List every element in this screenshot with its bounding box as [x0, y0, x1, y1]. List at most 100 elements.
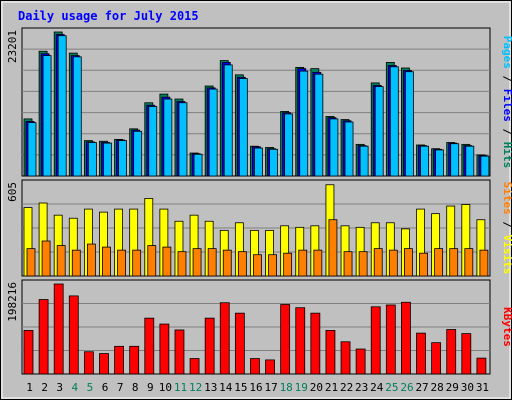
bar-pages-day-31 [480, 155, 490, 177]
x-tick-label-16: 16 [249, 381, 262, 394]
x-tick-label-4: 4 [72, 381, 79, 394]
chart-title: Daily usage for July 2015 [18, 9, 199, 23]
bar-pages-day-9 [148, 106, 158, 177]
x-axis-labels: 1 2 3 4 5 6 7 8 9 10 11 12 13 14 15 16 17 18 19 20 21 22 23 24 2… [26, 381, 489, 394]
bar-kbytes-day-2 [38, 299, 49, 375]
bar-sites-day-10 [162, 246, 172, 277]
bar-kbytes-day-26 [401, 301, 411, 375]
bar-kbytes-day-9 [144, 317, 155, 375]
bar-kbytes-day-23 [355, 348, 366, 375]
bar-sites-day-5 [86, 243, 96, 277]
x-tick-label-30: 30 [461, 381, 474, 394]
bar-kbytes-day-12 [189, 358, 200, 375]
bar-kbytes-day-14 [219, 302, 230, 375]
bar-sites-day-6 [102, 246, 111, 277]
x-tick-label-18: 18 [280, 381, 293, 394]
x-tick-label-22: 22 [340, 381, 353, 394]
bar-sites-day-25 [388, 249, 398, 277]
x-tick-label-13: 13 [204, 381, 217, 394]
bar-sites-day-24 [373, 248, 383, 277]
bar-pages-day-18 [284, 113, 294, 177]
bar-sites-day-7 [117, 249, 126, 277]
x-tick-label-31: 31 [476, 381, 489, 394]
bar-kbytes-day-30 [461, 333, 472, 375]
x-tick-label-20: 20 [310, 381, 323, 394]
panel-hits: 23201 [6, 27, 491, 177]
bar-kbytes-day-8 [129, 345, 140, 375]
legend-entry: Files [501, 89, 512, 122]
series-sites [26, 219, 489, 277]
bar-pages-day-8 [133, 130, 143, 177]
bar-sites-day-19 [298, 249, 308, 277]
bar-sites-day-30 [464, 248, 474, 277]
x-tick-label-15: 15 [234, 381, 247, 394]
bar-pages-day-6 [103, 142, 112, 177]
max-label-kbytes: 198216 [6, 282, 19, 322]
legend-entry: Hits [501, 142, 512, 169]
bar-sites-day-17 [268, 254, 277, 277]
bar-kbytes-day-15 [234, 312, 245, 375]
bar-pages-day-2 [42, 55, 52, 177]
bar-pages-day-24 [374, 86, 384, 177]
x-tick-label-5: 5 [87, 381, 94, 394]
bar-sites-day-22 [343, 251, 353, 277]
bar-sites-day-21 [328, 219, 338, 277]
bar-pages-day-22 [344, 121, 354, 177]
x-tick-label-3: 3 [56, 381, 63, 394]
bar-sites-day-11 [177, 251, 187, 277]
bar-pages-day-5 [87, 142, 97, 177]
bar-kbytes-day-19 [295, 307, 306, 375]
legend-entry: Visits [501, 235, 512, 275]
bar-sites-day-1 [26, 248, 36, 277]
bar-pages-day-10 [163, 98, 173, 177]
x-tick-label-1: 1 [26, 381, 33, 394]
bar-pages-day-28 [435, 149, 445, 177]
x-tick-label-14: 14 [219, 381, 233, 394]
legend-entry: / [501, 215, 512, 235]
bar-kbytes-day-22 [340, 341, 351, 375]
legend-hits: Pages / Files / Hits [501, 36, 512, 169]
legend-entry: / [501, 69, 512, 89]
legend-kbytes: KBytes [501, 307, 512, 347]
bar-pages-day-30 [465, 145, 475, 177]
x-tick-label-2: 2 [41, 381, 48, 394]
bar-kbytes-day-10 [159, 323, 170, 375]
x-tick-label-19: 19 [295, 381, 308, 394]
legend-entry: Pages [501, 36, 512, 69]
x-tick-label-8: 8 [132, 381, 139, 394]
bar-pages-day-21 [329, 118, 339, 177]
chart-panels: 23201 605 198216 Pages / Files / Hits Sites … [6, 27, 512, 375]
x-tick-label-17: 17 [264, 381, 277, 394]
x-tick-label-25: 25 [385, 381, 398, 394]
bar-sites-day-16 [253, 254, 262, 277]
x-tick-label-24: 24 [370, 381, 384, 394]
x-tick-label-11: 11 [174, 381, 187, 394]
bar-sites-day-28 [434, 248, 444, 277]
bar-pages-day-23 [359, 145, 369, 177]
bar-pages-day-19 [299, 70, 309, 177]
series-pages [27, 35, 490, 177]
series-kbytes [23, 283, 487, 375]
x-tick-label-7: 7 [117, 381, 124, 394]
bar-pages-day-7 [118, 140, 127, 177]
bar-pages-day-16 [254, 147, 263, 177]
bar-pages-day-15 [238, 78, 248, 177]
bar-kbytes-day-4 [68, 295, 79, 375]
x-tick-label-12: 12 [189, 381, 202, 394]
bar-pages-day-20 [314, 73, 324, 177]
bar-sites-day-3 [56, 245, 66, 277]
bar-kbytes-day-5 [83, 351, 94, 375]
bar-kbytes-day-7 [114, 345, 124, 375]
x-tick-label-23: 23 [355, 381, 368, 394]
legend-visits: Sites / Visits [501, 182, 512, 275]
bar-sites-day-4 [71, 249, 81, 277]
bar-pages-day-13 [208, 88, 218, 177]
bar-pages-day-26 [405, 71, 414, 177]
x-tick-label-21: 21 [325, 381, 338, 394]
bar-kbytes-day-1 [23, 330, 34, 375]
panel-visits: 605 [6, 179, 491, 277]
bar-sites-day-20 [313, 249, 323, 277]
